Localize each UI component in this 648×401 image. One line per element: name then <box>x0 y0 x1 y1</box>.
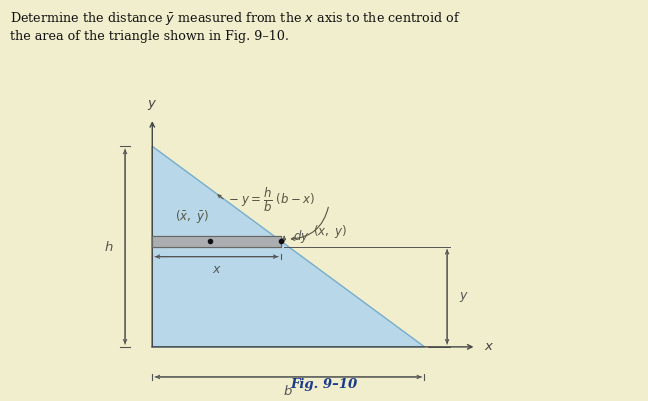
Text: Fig. 9–10: Fig. 9–10 <box>290 378 358 391</box>
Text: $h$: $h$ <box>104 240 113 253</box>
Text: $x$: $x$ <box>484 340 494 353</box>
Text: the area of the triangle shown in Fig. 9–10.: the area of the triangle shown in Fig. 9… <box>10 30 289 43</box>
Text: $y$: $y$ <box>459 290 469 304</box>
Text: $b$: $b$ <box>283 384 294 398</box>
Text: $x$: $x$ <box>212 263 222 275</box>
Polygon shape <box>152 146 424 347</box>
Text: $y$: $y$ <box>147 98 157 112</box>
Text: $-\ y = \dfrac{h}{b}\ (b - x)$: $-\ y = \dfrac{h}{b}\ (b - x)$ <box>229 186 316 215</box>
Text: $(x,\ y)$: $(x,\ y)$ <box>313 223 347 239</box>
Text: Determine the distance $\bar{y}$ measured from the $x$ axis to the centroid of: Determine the distance $\bar{y}$ measure… <box>10 10 461 27</box>
Polygon shape <box>152 235 281 247</box>
Text: $dy$: $dy$ <box>292 228 309 245</box>
Text: $(\bar{x},\ \bar{y})$: $(\bar{x},\ \bar{y})$ <box>175 208 209 225</box>
